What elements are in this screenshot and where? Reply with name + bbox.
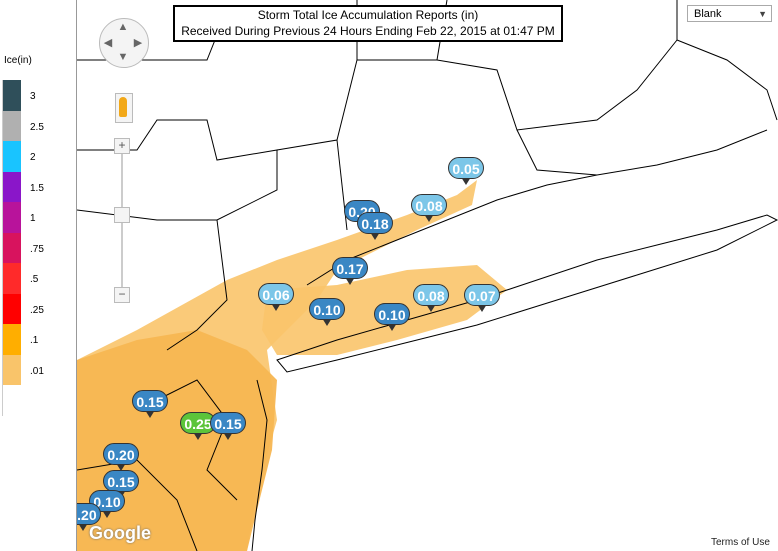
marker-value: 0.07: [464, 284, 500, 306]
pegman-figure: [119, 97, 127, 117]
marker-value: 0.25: [180, 412, 216, 434]
marker-pointer-icon: [424, 214, 434, 222]
marker-value: 0.10: [374, 303, 410, 325]
legend-label: 3: [30, 91, 36, 102]
jersey-coast: [251, 379, 268, 551]
marker-value: 0.05: [448, 157, 484, 179]
legend-label: .25: [30, 304, 44, 316]
legend-swatch: [2, 232, 21, 264]
connecticut-coast: [306, 129, 768, 286]
legend-swatch: [2, 202, 21, 233]
county-line-8: [166, 219, 228, 351]
legend-swatch: [2, 293, 21, 325]
legend-title: Ice(in): [4, 55, 32, 66]
zoom-in-button[interactable]: +: [114, 138, 130, 154]
pan-down-icon[interactable]: ▼: [117, 51, 129, 63]
zoom-slider-handle[interactable]: [114, 207, 130, 223]
marker-value: 0.10: [309, 298, 345, 320]
map-title-line-2: Received During Previous 24 Hours Ending…: [181, 24, 555, 38]
marker-value: 0.06: [258, 283, 294, 305]
pan-left-icon[interactable]: ◀: [103, 37, 113, 49]
marker-pointer-icon: [461, 177, 471, 185]
terms-of-use-link[interactable]: Terms of Use: [709, 537, 772, 548]
pan-up-icon[interactable]: ▲: [117, 21, 129, 33]
map-title-line-1: Storm Total Ice Accumulation Reports (in…: [257, 8, 479, 22]
legend-label: 2.5: [30, 121, 44, 133]
marker-pointer-icon: [78, 523, 88, 531]
marker-value: 0.18: [357, 212, 393, 234]
county-line-2: [77, 119, 278, 221]
marker-value: 0.15: [132, 390, 168, 412]
color-legend: Ice(in) 3 2.5 2 1.5 1 .75 .5 .25 .1 .01: [0, 0, 76, 551]
marker-pointer-icon: [345, 277, 355, 285]
map-type-select[interactable]: Blank ▼: [687, 5, 772, 22]
legend-swatch: [2, 263, 21, 294]
google-logo[interactable]: Google: [89, 523, 151, 543]
map-title-box: Storm Total Ice Accumulation Reports (in…: [173, 5, 563, 42]
zoom-out-button[interactable]: −: [114, 287, 130, 303]
marker-pointer-icon: [387, 323, 397, 331]
legend-label: 1.5: [30, 182, 44, 194]
marker-pointer-icon: [271, 303, 281, 311]
street-view-pegman-icon[interactable]: [115, 93, 133, 123]
chevron-down-icon: ▼: [758, 9, 767, 19]
legend-label: 1: [30, 213, 36, 224]
map-canvas[interactable]: Storm Total Ice Accumulation Reports (in…: [76, 0, 778, 551]
county-line-9: [676, 39, 778, 121]
legend-label: 2: [30, 152, 36, 163]
legend-swatch: [2, 80, 21, 111]
marker-pointer-icon: [370, 232, 380, 240]
long-island-coast: [276, 214, 778, 373]
marker-value: 0.08: [413, 284, 449, 306]
marker-value: 0.20: [103, 443, 139, 465]
legend-swatch: [2, 324, 21, 355]
ice-shading: [77, 180, 507, 551]
legend-label: .01: [30, 365, 44, 377]
marker-pointer-icon: [102, 510, 112, 518]
county-line-6: [516, 129, 598, 176]
county-line-11: [77, 459, 198, 551]
marker-pointer-icon: [145, 410, 155, 418]
marker-pointer-icon: [477, 304, 487, 312]
legend-swatch: [2, 141, 21, 172]
marker-value: 0.17: [332, 257, 368, 279]
ice-area-jersey: [77, 330, 277, 551]
legend-label: .1: [30, 335, 39, 346]
marker-pointer-icon: [116, 463, 126, 471]
map-type-selected: Blank: [694, 8, 722, 20]
marker-value: 0.08: [411, 194, 447, 216]
legend-swatch: [2, 110, 21, 142]
marker-pointer-icon: [426, 304, 436, 312]
marker-value: 0.15: [103, 470, 139, 492]
marker-value: 0.20: [77, 503, 101, 525]
legend-label: .5: [30, 274, 39, 285]
legend-swatch: [2, 354, 21, 386]
marker-pointer-icon: [193, 432, 203, 440]
legend-label: .75: [30, 243, 44, 255]
legend-swatch: [2, 385, 21, 416]
marker-pointer-icon: [322, 318, 332, 326]
marker-pointer-icon: [223, 432, 233, 440]
pan-control-icon[interactable]: ▲ ▼ ◀ ▶: [99, 18, 149, 68]
pan-right-icon[interactable]: ▶: [133, 37, 143, 49]
marker-value: 0.15: [210, 412, 246, 434]
legend-swatch: [2, 171, 21, 203]
map-basemap: [77, 0, 778, 551]
